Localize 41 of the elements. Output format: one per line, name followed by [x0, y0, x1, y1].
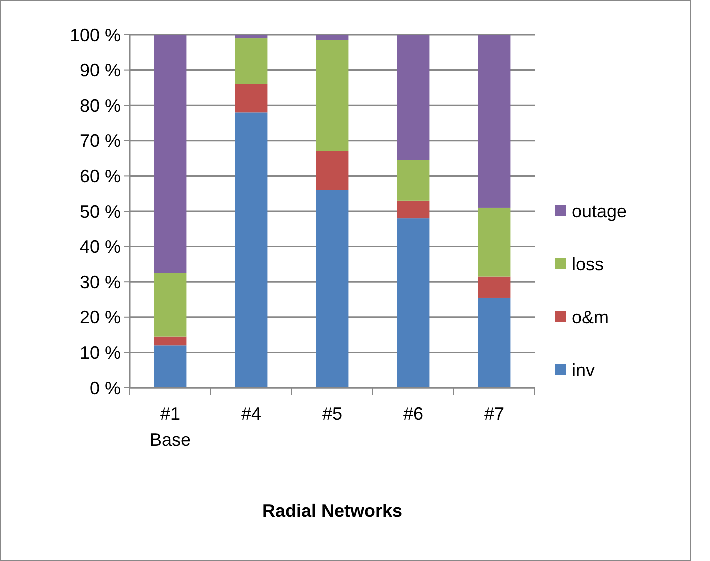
- bar: [154, 35, 187, 274]
- x-tick-label: #7: [484, 404, 505, 424]
- bar: [397, 200, 430, 219]
- x-axis-title: Radial Networks: [262, 501, 403, 521]
- legend-label: inv: [572, 360, 596, 380]
- x-tick-label: #5: [322, 404, 343, 424]
- y-tick-label: 0 %: [90, 378, 121, 398]
- bar: [316, 35, 349, 40]
- y-tick-label: 80 %: [80, 96, 121, 116]
- legend-label: loss: [572, 254, 604, 274]
- bar: [316, 40, 349, 152]
- bar: [397, 160, 430, 201]
- bar: [154, 346, 187, 388]
- legend-label: o&m: [572, 307, 610, 328]
- bar: [316, 190, 349, 388]
- bar: [478, 276, 511, 298]
- bar: [397, 35, 430, 160]
- legend-label: outage: [572, 201, 628, 222]
- bar: [235, 35, 268, 39]
- bar: [154, 336, 187, 346]
- bar: [478, 35, 511, 208]
- y-tick-label: 40 %: [80, 237, 121, 258]
- y-tick-label: 60 %: [80, 166, 121, 186]
- y-tick-label: 100 %: [70, 25, 121, 46]
- x-tick-label: #1 Base: [150, 404, 192, 450]
- y-tick-label: 20 %: [80, 308, 121, 328]
- bar: [478, 298, 511, 388]
- bar: [154, 273, 187, 337]
- y-tick-label: 50 %: [80, 202, 121, 222]
- y-tick-label: 70 %: [80, 131, 121, 152]
- y-tick-label: 10 %: [80, 343, 121, 363]
- bar: [235, 38, 268, 84]
- bar: [235, 84, 268, 113]
- bar: [397, 218, 430, 388]
- y-tick-label: 90 %: [80, 60, 121, 81]
- x-tick-label: #6: [403, 404, 424, 424]
- x-tick-label: #4: [241, 404, 262, 424]
- y-tick-label: 30 %: [80, 272, 121, 292]
- bar: [316, 151, 349, 190]
- bar: [478, 208, 511, 277]
- bar: [235, 112, 268, 388]
